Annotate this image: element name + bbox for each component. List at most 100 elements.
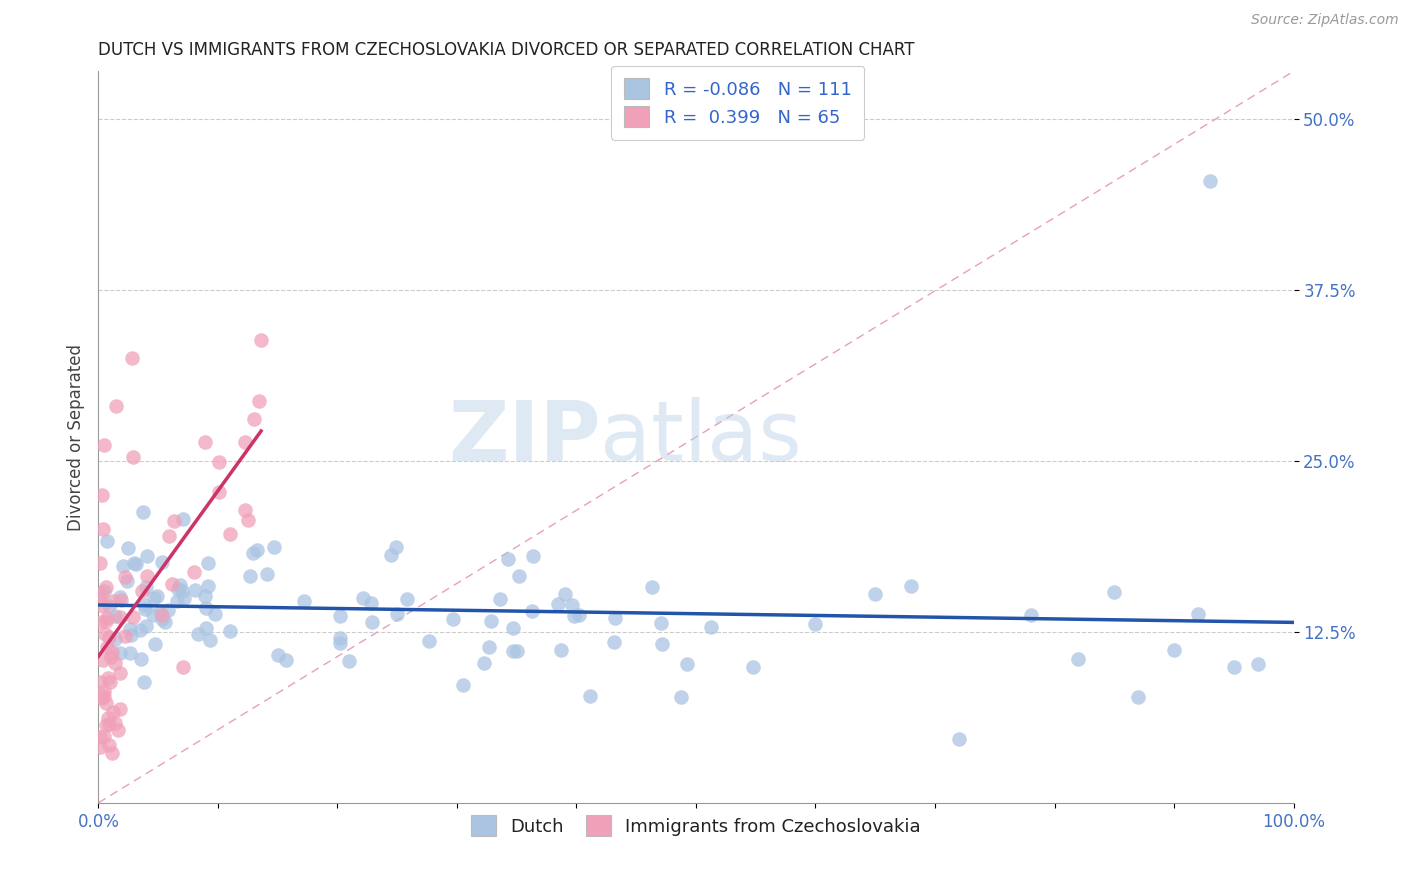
Point [742,660,765,674]
Point [108,590,131,604]
Point [236,513,259,527]
Point [104,656,127,670]
Point [132,505,155,519]
Point [104,632,127,646]
Point [122,610,145,624]
Point [676,657,699,672]
Point [900,579,922,593]
Point [97,717,120,731]
Point [508,569,530,583]
Point [233,503,256,517]
Point [91,599,114,613]
Point [129,624,152,638]
Point [208,484,231,499]
Point [218,526,240,541]
Point [134,674,156,689]
Point [94,580,117,594]
Point [110,593,132,607]
Point [89,730,111,744]
Point [103,609,125,624]
Point [90,587,112,601]
Point [118,622,141,636]
Point [142,608,165,623]
Point [197,556,219,570]
Point [157,529,180,543]
Point [94,627,117,641]
Point [948,731,970,746]
Point [108,665,131,680]
Point [603,635,626,649]
Point [101,594,124,608]
Point [360,615,382,629]
Point [98,675,121,690]
Point [96,640,118,655]
Point [256,566,278,581]
Point [441,612,464,626]
Point [247,393,270,408]
Point [385,541,408,555]
Point [650,616,672,631]
Point [100,645,122,659]
Point [478,640,501,654]
Point [89,556,111,570]
Point [150,612,173,626]
Text: DUTCH VS IMMIGRANTS FROM CZECHOSLOVAKIA DIVORCED OR SEPARATED CORRELATION CHART: DUTCH VS IMMIGRANTS FROM CZECHOSLOVAKIA … [98,41,915,59]
Point [329,608,352,623]
Point [329,636,352,650]
Point [91,691,114,706]
Point [568,608,591,623]
Point [166,594,188,608]
Point [155,615,177,629]
Point [194,621,217,635]
Point [274,653,297,667]
Point [506,644,529,658]
Point [93,689,115,703]
Point [145,590,167,604]
Point [579,689,602,703]
Point [520,604,543,618]
Legend: Dutch, Immigrants from Czechoslovakia: Dutch, Immigrants from Czechoslovakia [458,803,934,848]
Point [97,710,120,724]
Point [93,437,115,451]
Point [135,568,157,582]
Point [122,450,145,464]
Point [183,565,205,579]
Point [700,620,723,634]
Point [91,522,114,536]
Point [120,628,142,642]
Point [108,610,131,624]
Point [502,644,524,658]
Point [97,671,120,685]
Point [1187,607,1209,621]
Point [114,570,136,584]
Point [122,557,145,571]
Point [187,627,209,641]
Point [170,583,193,598]
Point [117,541,139,555]
Point [194,589,217,603]
Point [239,569,262,583]
Point [129,652,152,666]
Point [90,615,112,630]
Point [380,548,402,562]
Point [561,598,583,612]
Point [160,577,183,591]
Point [250,333,273,347]
Point [243,411,266,425]
Point [97,599,120,613]
Point [94,718,117,732]
Point [522,549,544,563]
Point [865,587,887,601]
Point [1104,585,1126,599]
Point [246,543,269,558]
Point [89,740,111,755]
Point [96,611,118,625]
Point [352,591,374,605]
Point [93,652,115,666]
Point [111,558,134,573]
Point [120,647,142,661]
Point [91,488,114,502]
Point [292,594,315,608]
Point [97,738,120,752]
Point [108,646,131,660]
